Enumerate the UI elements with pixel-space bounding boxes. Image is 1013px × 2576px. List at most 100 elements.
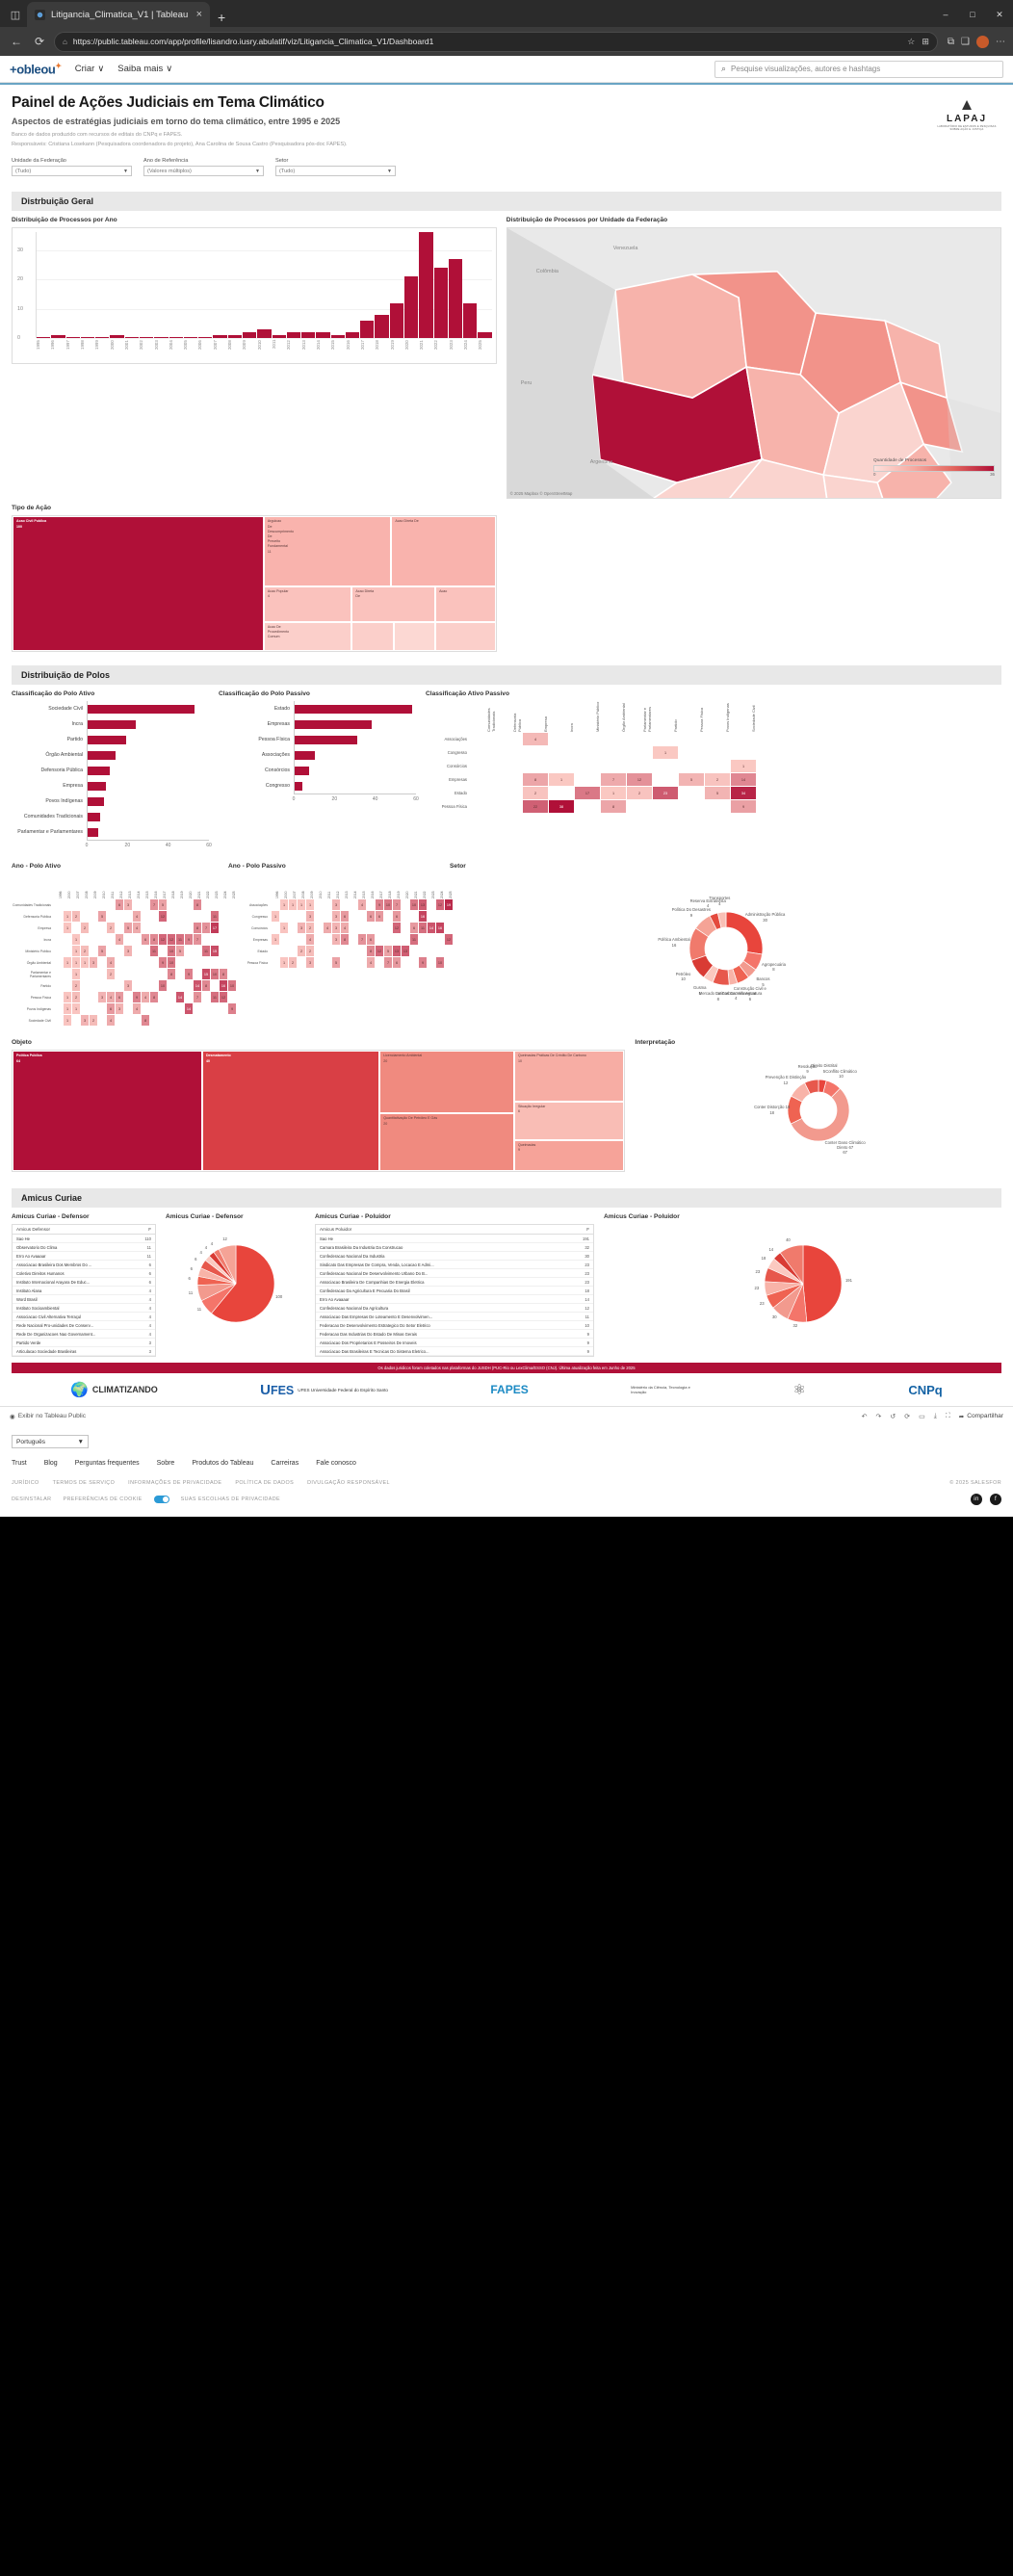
table-row[interactable]: Associacao Brasileira De Companhias De E… bbox=[316, 1278, 593, 1288]
heatmap-cell[interactable]: 1 bbox=[601, 787, 626, 800]
pie-slice[interactable] bbox=[779, 1244, 803, 1285]
heatmap-cell[interactable]: 6 bbox=[376, 911, 383, 923]
new-tab-button[interactable]: + bbox=[218, 10, 226, 25]
language-select[interactable]: Português ▼ bbox=[12, 1435, 89, 1449]
heatmap-cell[interactable]: 9 bbox=[133, 992, 141, 1003]
table-row[interactable]: Confederacao Nacional De Desenvolvimento… bbox=[316, 1269, 593, 1279]
extensions-icon[interactable]: ⧉ bbox=[947, 36, 955, 47]
heatmap-cell[interactable]: 1 bbox=[280, 957, 288, 969]
bar-row[interactable]: Defensoria Pública bbox=[12, 763, 209, 779]
heatmap-cell[interactable]: 1 bbox=[731, 760, 756, 773]
view-on-tableau-public-button[interactable]: ◉ Exibir no Tableau Public bbox=[10, 1413, 86, 1420]
heatmap-cell[interactable]: 9 bbox=[228, 1003, 236, 1015]
table-row[interactable]: Word Brasil 4 bbox=[13, 1295, 155, 1305]
treemap-cell[interactable]: Quantitativação De Petróleo E Gás 20 bbox=[379, 1113, 514, 1172]
heatmap-cell[interactable]: 9 bbox=[376, 899, 383, 911]
heatmap-cell[interactable]: 8 bbox=[194, 899, 201, 911]
bar[interactable] bbox=[88, 704, 195, 714]
donut-interpretacao[interactable]: Direito Distrital 5 Conflito Climático 10 Co… bbox=[635, 1050, 1001, 1175]
heatmap-cell[interactable]: 11 bbox=[202, 946, 210, 957]
heatmap-cell[interactable]: 6 bbox=[142, 934, 149, 946]
bar[interactable] bbox=[227, 335, 242, 339]
heatmap-cell[interactable]: 11 bbox=[211, 911, 219, 923]
heatmap-cell[interactable]: 7 bbox=[384, 957, 392, 969]
heatmap-cell[interactable]: 2 bbox=[289, 957, 297, 969]
heatmap-cell[interactable]: 3 bbox=[332, 934, 340, 946]
heatmap-cell[interactable]: 1 bbox=[64, 1015, 71, 1027]
treemap-cell[interactable]: Arguicao De Descumprimento De Preceito Fundam… bbox=[263, 516, 392, 587]
bar[interactable] bbox=[95, 337, 110, 339]
treemap-cell[interactable] bbox=[351, 621, 394, 652]
heatmap-cell[interactable]: 38 bbox=[549, 800, 574, 814]
heatmap-cell[interactable]: 3 bbox=[124, 980, 132, 992]
heatmap-cell[interactable]: 6 bbox=[107, 1003, 115, 1015]
heatmap-cell[interactable]: 12 bbox=[159, 911, 167, 923]
bar[interactable] bbox=[286, 332, 301, 339]
heatmap-cell[interactable]: 1 bbox=[64, 992, 71, 1003]
donut-setor[interactable]: Administração Pública 30 Agropecuária 8 Banc… bbox=[450, 873, 1001, 1028]
bar[interactable] bbox=[110, 335, 124, 339]
bar-row[interactable]: Consórcios bbox=[219, 763, 416, 779]
heatmap-cell[interactable]: 2 bbox=[107, 969, 115, 980]
heatmap-cell[interactable]: 10 bbox=[410, 899, 418, 911]
menu-saiba-mais[interactable]: Saiba mais ∨ bbox=[117, 64, 172, 74]
heatmap-cell[interactable]: 14 bbox=[194, 980, 201, 992]
bar[interactable] bbox=[478, 332, 492, 339]
heatmap-cell[interactable]: 2 bbox=[72, 980, 80, 992]
bar[interactable] bbox=[242, 332, 257, 339]
heatmap-cell[interactable]: 1 bbox=[280, 923, 288, 934]
heatmap-cell[interactable]: 8 bbox=[150, 934, 158, 946]
heatmap-cell[interactable]: 17 bbox=[211, 923, 219, 934]
heatmap-cell[interactable]: 8 bbox=[194, 923, 201, 934]
treemap-cell[interactable]: Queimadas Práticas De Crédito De Carbono… bbox=[513, 1051, 625, 1102]
heatmap-cell[interactable]: 10 bbox=[384, 899, 392, 911]
heatmap-cell[interactable]: 4 bbox=[116, 934, 123, 946]
bar[interactable] bbox=[295, 719, 372, 729]
close-tab-icon[interactable]: × bbox=[195, 9, 202, 20]
bar-row[interactable]: Pessoa Física bbox=[219, 732, 416, 748]
pie-amicus-poluidor[interactable]: 191 32 30 23 23 23 18 14 40 bbox=[604, 1224, 1001, 1347]
heatmap-cell[interactable]: 10 bbox=[228, 980, 236, 992]
bar[interactable] bbox=[295, 735, 358, 744]
bar[interactable] bbox=[88, 766, 111, 775]
table-amicus-defensor[interactable]: Amicus Defensor F Sao He 110 Observatorio Do… bbox=[12, 1224, 156, 1358]
bar-row[interactable]: Estado bbox=[219, 701, 416, 717]
heatmap-cell[interactable]: 1 bbox=[280, 899, 288, 911]
comment-icon[interactable]: ▭ bbox=[919, 1413, 925, 1420]
heatmap-cell[interactable]: 8 bbox=[202, 980, 210, 992]
split-screen-icon[interactable]: ❑ bbox=[961, 36, 970, 47]
table-row[interactable]: Federacao Das Industrias Do Estado De Mi… bbox=[316, 1330, 593, 1340]
footer-link[interactable]: Produtos do Tableau bbox=[192, 1460, 254, 1468]
heatmap-cell[interactable]: 12 bbox=[159, 934, 167, 946]
heatmap-cell[interactable]: 6 bbox=[367, 934, 375, 946]
heatmap-cell[interactable]: 3 bbox=[90, 957, 97, 969]
bar[interactable] bbox=[330, 335, 345, 339]
heatmap-cell[interactable]: 6 bbox=[341, 911, 349, 923]
bar[interactable] bbox=[389, 302, 404, 339]
bar-row[interactable]: Órgão Ambiental bbox=[12, 747, 209, 764]
profile-avatar[interactable] bbox=[976, 35, 989, 48]
viz-canvas[interactable]: 0 10 20 30 1995 1996 1997 1998 1999 2000 2001 2002 2… bbox=[12, 227, 497, 365]
heatmap-cell[interactable]: 2 bbox=[705, 773, 730, 787]
browser-menu-icon[interactable]: ⋯ bbox=[996, 36, 1005, 47]
heatmap-cell[interactable]: 5 bbox=[176, 946, 184, 957]
heatmap-cell[interactable]: 2 bbox=[306, 946, 314, 957]
heatmap-cell[interactable]: 2 bbox=[627, 787, 652, 800]
table-row[interactable]: Confederacao Nacional Da Industria 30 bbox=[316, 1252, 593, 1262]
heatmap-cell[interactable]: 2 bbox=[81, 923, 89, 934]
bar[interactable] bbox=[295, 781, 303, 791]
bar[interactable] bbox=[295, 766, 309, 775]
maximize-button[interactable]: □ bbox=[970, 10, 975, 19]
heatmap-cell[interactable]: 8 bbox=[168, 969, 175, 980]
close-window-button[interactable]: ✕ bbox=[996, 10, 1003, 19]
legal-link[interactable]: DIVULGAÇÃO RESPONSÁVEL bbox=[307, 1480, 390, 1487]
bar-row[interactable]: Empresa bbox=[12, 778, 209, 794]
download-icon[interactable]: ⤓ bbox=[933, 1412, 937, 1419]
heatmap-cell[interactable]: 13 bbox=[402, 946, 409, 957]
bar[interactable] bbox=[316, 332, 330, 339]
heatmap-cell[interactable]: 14 bbox=[731, 773, 756, 787]
star-icon[interactable]: ☆ bbox=[907, 36, 916, 46]
bar[interactable] bbox=[51, 335, 65, 339]
bar[interactable] bbox=[213, 335, 227, 339]
bar[interactable] bbox=[88, 827, 98, 837]
